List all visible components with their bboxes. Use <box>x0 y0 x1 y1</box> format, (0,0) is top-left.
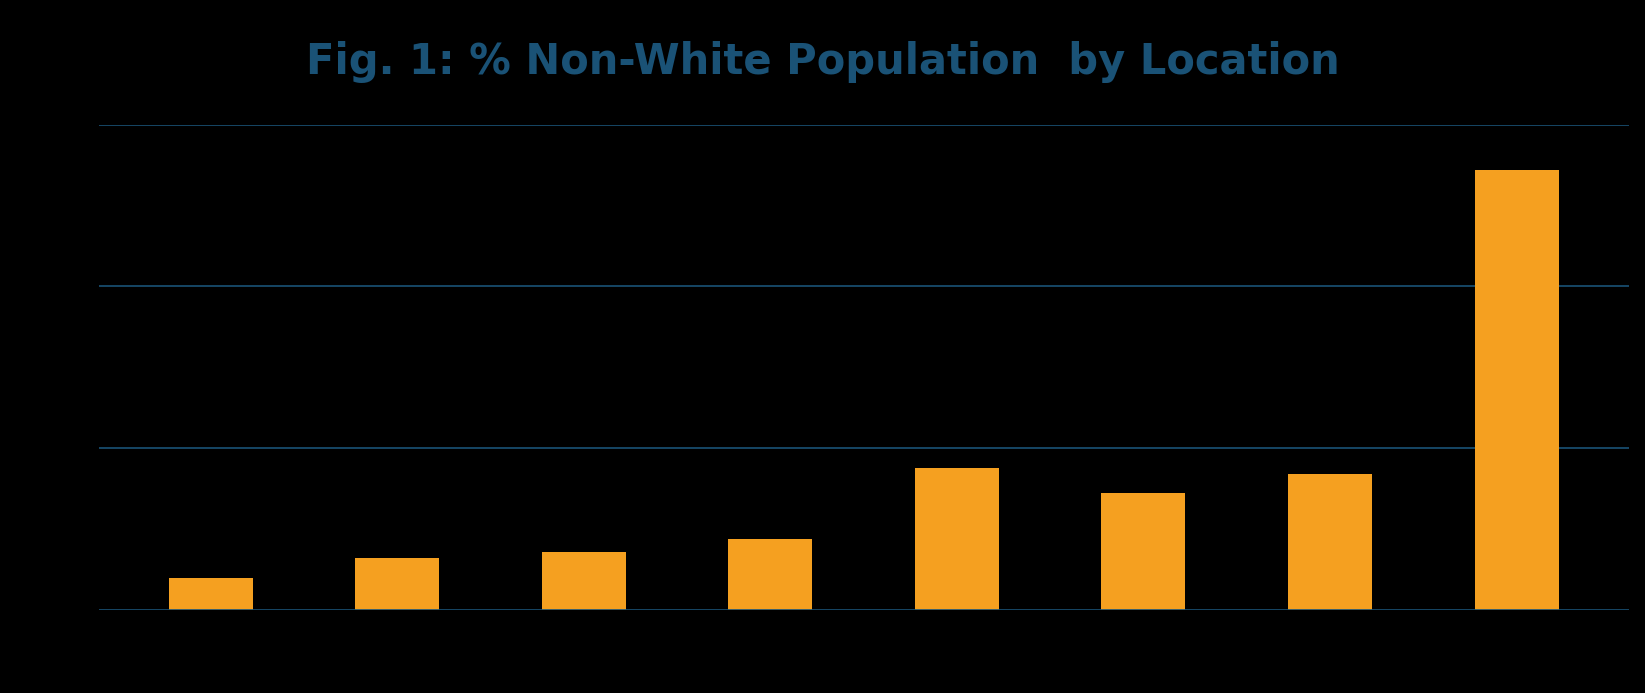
Bar <box>1102 493 1186 610</box>
Bar <box>729 538 813 610</box>
Bar <box>541 552 625 610</box>
Bar <box>915 468 999 610</box>
Bar <box>1474 170 1558 610</box>
Bar <box>355 558 439 610</box>
Text: Fig. 1: % Non-White Population  by Location: Fig. 1: % Non-White Population by Locati… <box>306 42 1339 83</box>
Bar <box>169 577 253 610</box>
Bar <box>1288 474 1372 610</box>
